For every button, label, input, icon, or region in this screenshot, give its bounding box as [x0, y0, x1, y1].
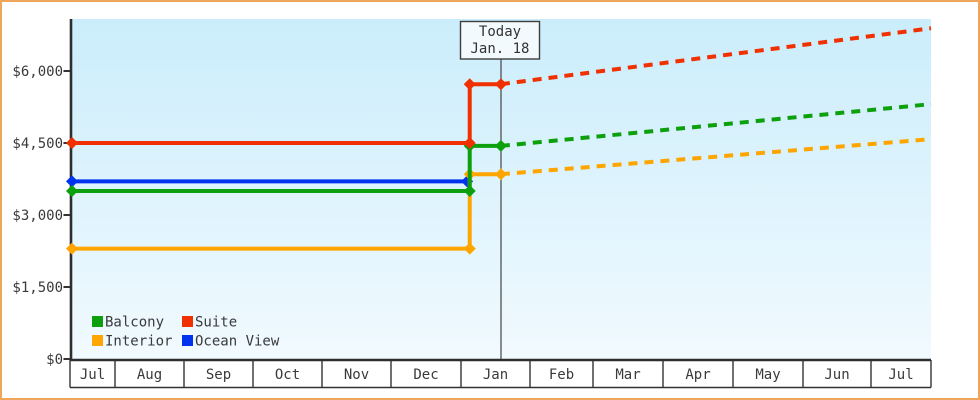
x-axis-month-label: Oct	[275, 367, 300, 383]
x-axis-month-label: Apr	[685, 367, 710, 383]
legend-label: Interior	[105, 334, 172, 350]
x-axis-month-label: Jul	[888, 367, 913, 383]
legend-swatch-balcony	[92, 316, 103, 327]
today-box	[459, 20, 541, 60]
series-line-balcony	[72, 143, 501, 193]
series-forecast-line-balcony	[500, 102, 932, 148]
x-axis-month-label: Jul	[80, 367, 105, 383]
y-axis-tick-label: $0	[46, 352, 63, 368]
data-point-marker-ocean-view	[66, 175, 78, 188]
x-axis-month-label: Mar	[615, 367, 640, 383]
data-point-marker-interior	[494, 168, 507, 181]
y-axis-tick-label: $3,000	[12, 208, 63, 224]
data-point-marker-suite	[463, 137, 476, 149]
x-axis-month-row: Jul Aug Sep Oct Nov Dec Jan Feb Mar Apr May Jun Jul	[69, 360, 932, 388]
x-axis-month-label: Jan	[483, 367, 508, 383]
x-axis-month-label: Feb	[549, 367, 574, 383]
x-axis-month-label: Jun	[824, 367, 849, 383]
y-axis-tick-label: $1,500	[12, 280, 63, 296]
x-axis-month-label: Dec	[413, 367, 438, 383]
x-axis-month-label: Sep	[206, 367, 231, 383]
data-point-marker-balcony	[494, 139, 507, 152]
data-point-marker-suite	[463, 78, 476, 91]
data-point-marker-suite	[66, 137, 78, 149]
legend-label: Ocean View	[195, 334, 280, 350]
price-series	[66, 26, 932, 255]
today-label: Today	[479, 24, 521, 40]
data-point-marker-suite	[494, 78, 507, 91]
data-point-marker-balcony	[66, 185, 78, 197]
legend-label: Balcony	[105, 315, 164, 331]
legend-swatch-interior	[92, 335, 103, 346]
x-axis-month-label: Aug	[137, 367, 162, 383]
data-point-marker-interior	[66, 242, 78, 255]
today-date-label: Jan. 18	[470, 41, 529, 57]
series-line-suite	[72, 82, 501, 145]
legend-swatch-suite	[182, 316, 193, 327]
data-point-marker-interior	[463, 242, 476, 255]
y-axis-tick-label: $6,000	[12, 64, 63, 80]
legend-swatch-ocean-view	[182, 335, 193, 346]
legend: Balcony Suite Interior Ocean View	[92, 315, 280, 350]
legend-label: Suite	[195, 315, 237, 331]
data-point-marker-balcony	[463, 185, 476, 197]
y-axis-tick-label: $4,500	[12, 136, 63, 152]
y-axis-ticks: $0 $1,500 $3,000 $4,500 $6,000	[12, 64, 70, 368]
x-axis-month-label: Nov	[344, 367, 369, 383]
x-axis-month-label: May	[755, 367, 780, 383]
series-forecast-line-suite	[500, 26, 932, 87]
series-line-interior	[72, 172, 501, 251]
series-forecast-line-interior	[500, 137, 932, 177]
